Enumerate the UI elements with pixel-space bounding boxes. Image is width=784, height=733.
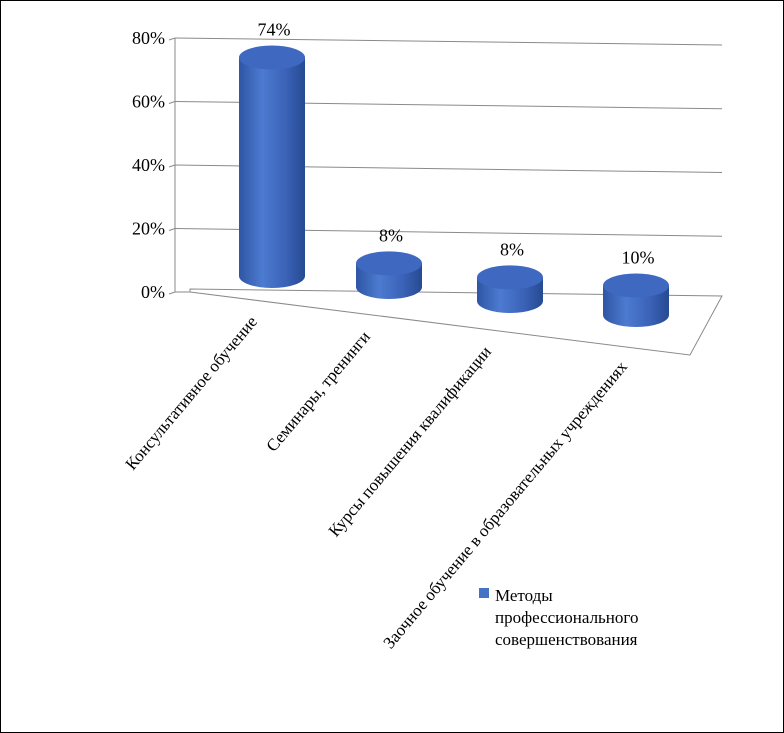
bar-top [239, 45, 305, 70]
data-label: 8% [379, 225, 403, 245]
legend: Методы профессионального совершенствован… [479, 586, 643, 649]
category-label: Курсы повышения квалификации [325, 342, 495, 540]
bar [356, 251, 422, 299]
y-tick-mark [168, 291, 176, 295]
category-label: Консультативное обучение [121, 312, 261, 473]
y-axis-ticks: 0% 20% 40% 60% 80% [132, 28, 165, 302]
bar-top [603, 273, 669, 298]
legend-label: Методы профессионального совершенствован… [495, 586, 643, 649]
data-label: 74% [258, 19, 291, 39]
y-tick-mark [168, 228, 176, 231]
bar [477, 265, 543, 313]
y-tick-mark [168, 101, 176, 104]
data-label: 8% [500, 239, 524, 259]
legend-swatch [479, 588, 489, 598]
y-tick-label: 20% [132, 219, 165, 239]
y-tick-label: 40% [132, 155, 165, 175]
gridline [174, 37, 723, 46]
y-tick-label: 80% [132, 28, 165, 48]
bar [603, 273, 669, 327]
category-label: Семинары, тренинги [262, 327, 374, 455]
bar-body [239, 57, 305, 289]
legend-label-line-1: Методы [495, 586, 553, 605]
data-label: 10% [622, 247, 655, 267]
legend-label-line-2: профессионального [495, 608, 638, 627]
bar-top [356, 251, 422, 276]
bar-top [477, 265, 543, 290]
y-tick-mark [168, 37, 176, 41]
legend-label-line-3: совершенствования [495, 630, 638, 649]
y-tick-label: 0% [141, 282, 165, 302]
bar [239, 45, 305, 289]
bars [239, 45, 669, 327]
y-tick-label: 60% [132, 92, 165, 112]
data-labels: 74% 8% 8% 10% [258, 19, 655, 267]
y-tick-mark [168, 164, 176, 168]
